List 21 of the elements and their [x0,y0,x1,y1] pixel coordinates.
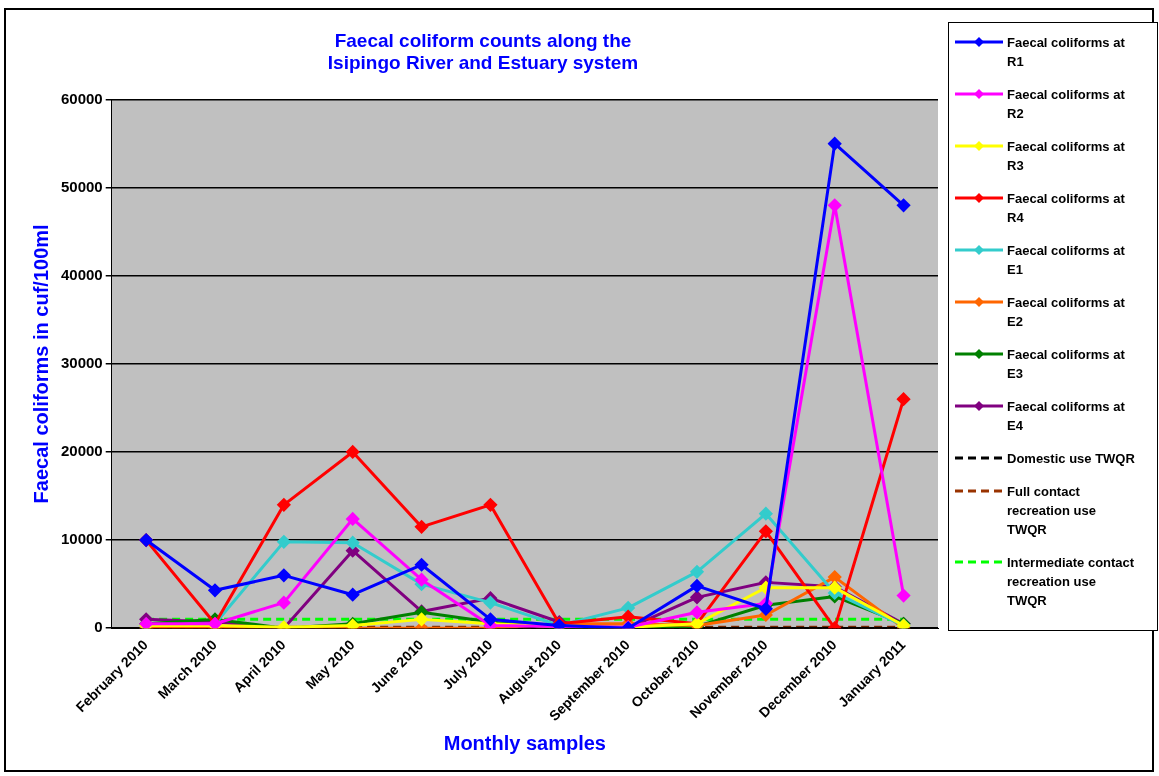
legend-label: Faecal coliforms at E3 [1007,346,1126,383]
y-tick-label: 40000 [60,265,103,283]
legend-label: Faecal coliforms at E4 [1007,398,1126,435]
legend-label: Faecal coliforms at R3 [1007,138,1126,175]
legend-label: Full contact recreation use TWQR [1007,483,1097,539]
y-tick-label: 20000 [60,442,103,460]
legend-label: Intermediate contact recreation use TWQR [1007,554,1136,610]
chart-title: Faecal coliform counts along the Isipingo River and Estuary system [327,29,639,74]
legend-label: Faecal coliforms at R2 [1007,86,1126,123]
y-tick-label: 50000 [60,177,103,195]
x-axis-title: Monthly samples [443,731,606,754]
legend-label: Faecal coliforms at E2 [1007,294,1126,331]
y-tick-label: 60000 [60,89,103,107]
y-axis-title: Faecal coliforms in cuf/100ml [29,224,52,504]
legend-label: Faecal coliforms at R1 [1007,34,1126,71]
legend-label: Faecal coliforms at R4 [1007,190,1126,227]
y-tick-label: 30000 [60,354,103,372]
legend-label: Domestic use TWQR [1007,450,1136,468]
legend-label: Faecal coliforms at E1 [1007,242,1126,279]
y-tick-label: 0 [94,618,103,636]
y-tick-label: 10000 [60,530,103,548]
